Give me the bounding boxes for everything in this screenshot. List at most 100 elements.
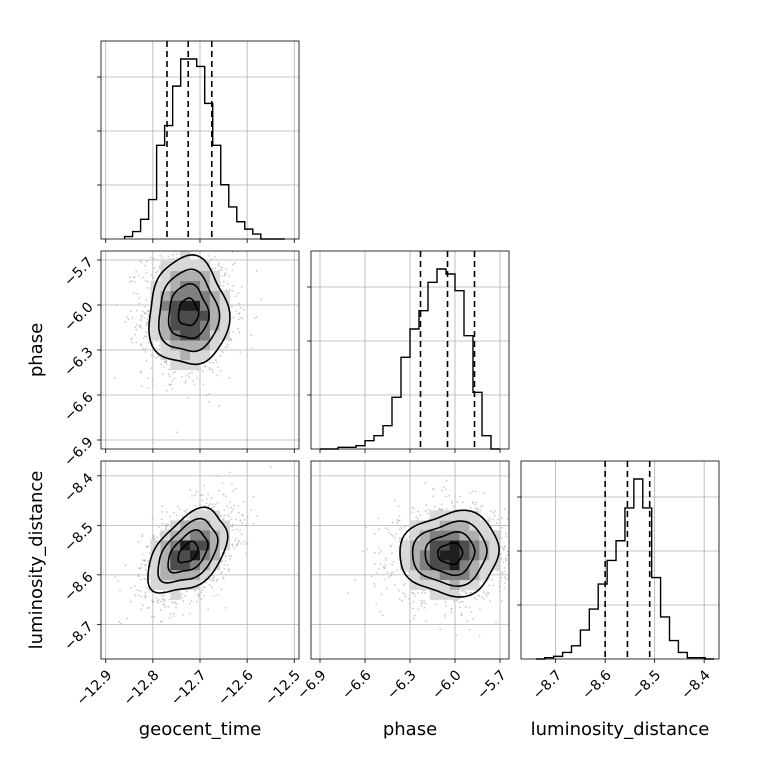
scatter-point	[237, 291, 240, 294]
scatter-point	[231, 525, 233, 528]
scatter-point	[231, 510, 233, 513]
scatter-point	[207, 241, 209, 243]
scatter-point	[147, 280, 149, 283]
scatter-point	[237, 543, 239, 545]
scatter-point	[241, 514, 244, 517]
scatter-point	[224, 606, 227, 609]
scatter-point	[390, 572, 393, 575]
scatter-point	[398, 537, 401, 540]
density-cell	[429, 589, 440, 600]
scatter-point	[460, 614, 463, 617]
scatter-point	[152, 276, 155, 279]
scatter-point	[503, 582, 506, 584]
scatter-point	[245, 552, 247, 555]
scatter-point	[224, 273, 227, 276]
scatter-point	[381, 614, 384, 617]
density-cell	[170, 589, 181, 600]
scatter-point	[95, 297, 97, 299]
scatter-point	[145, 568, 147, 571]
contour-line-1	[167, 282, 210, 340]
scatter-point	[147, 315, 149, 318]
density-cell	[459, 510, 470, 521]
scatter-point	[192, 379, 195, 382]
scatter-point	[153, 257, 155, 260]
scatter-point	[231, 483, 233, 485]
scatter-point	[497, 518, 500, 521]
scatter-point	[135, 323, 138, 326]
density-cell	[429, 520, 440, 531]
scatter-point	[134, 594, 137, 597]
scatter-point	[168, 258, 171, 260]
density-cell	[200, 270, 211, 281]
scatter-point	[205, 394, 208, 397]
scatter-point	[238, 539, 241, 542]
density-cell	[209, 510, 221, 521]
scatter-point	[201, 493, 204, 496]
scatter-point	[502, 561, 505, 564]
scatter-point	[155, 271, 157, 274]
scatter-point	[139, 590, 142, 592]
scatter-point	[503, 507, 506, 510]
scatter-point	[459, 606, 462, 609]
scatter-point	[226, 513, 229, 516]
scatter-point	[516, 559, 518, 561]
scatter-point	[221, 266, 224, 269]
scatter-point	[420, 605, 423, 607]
scatter-point	[136, 594, 139, 596]
scatter-point	[384, 564, 387, 567]
scatter-point	[145, 324, 148, 326]
scatter-point	[445, 479, 448, 482]
contour-line-1	[424, 531, 476, 577]
scatter-point	[536, 540, 538, 542]
scatter-point	[173, 612, 175, 615]
x-tick-label: −8.6	[579, 667, 614, 702]
scatter-point	[423, 606, 426, 609]
scatter-point	[232, 316, 235, 319]
scatter-point	[380, 593, 383, 596]
scatter-point	[379, 611, 382, 613]
density-cell	[180, 340, 191, 351]
scatter-point	[216, 578, 219, 581]
density-cell	[479, 560, 490, 571]
scatter-point	[163, 600, 165, 603]
scatter-point	[146, 586, 149, 589]
scatter-point	[405, 595, 407, 598]
scatter-point	[155, 356, 158, 359]
scatter-point	[227, 568, 230, 571]
density-cell	[150, 310, 161, 321]
hist-step-line	[320, 268, 500, 450]
density-cell	[170, 280, 181, 291]
scatter-point	[164, 523, 167, 526]
scatter-point	[500, 553, 502, 556]
scatter-point	[144, 596, 147, 599]
density-cell	[219, 300, 230, 311]
scatter-point	[431, 487, 434, 490]
scatter-point	[220, 269, 223, 272]
scatter-point	[246, 541, 249, 544]
scatter-point	[483, 597, 485, 600]
scatter-point	[183, 510, 186, 513]
scatter-point	[501, 546, 503, 548]
scatter-point	[374, 551, 376, 554]
scatter-point	[155, 347, 158, 349]
scatter-point	[504, 545, 506, 547]
scatter-point	[158, 265, 161, 268]
scatter-point	[455, 634, 458, 637]
scatter-point	[235, 545, 238, 547]
scatter-point	[489, 510, 492, 513]
density-cell	[190, 540, 201, 551]
scatter-point	[141, 276, 144, 279]
scatter-point	[150, 615, 153, 618]
scatter-point	[471, 618, 474, 620]
scatter-point	[503, 546, 506, 549]
density-cell	[209, 280, 221, 291]
scatter-point	[402, 592, 405, 594]
scatter-point	[392, 571, 395, 574]
scatter-point	[471, 490, 474, 493]
density-cell	[400, 550, 411, 561]
scatter-point	[475, 501, 478, 504]
scatter-point	[139, 567, 142, 570]
scatter-point	[145, 272, 148, 274]
density-cell	[200, 290, 211, 301]
x-tick-label: −12.6	[215, 667, 257, 709]
